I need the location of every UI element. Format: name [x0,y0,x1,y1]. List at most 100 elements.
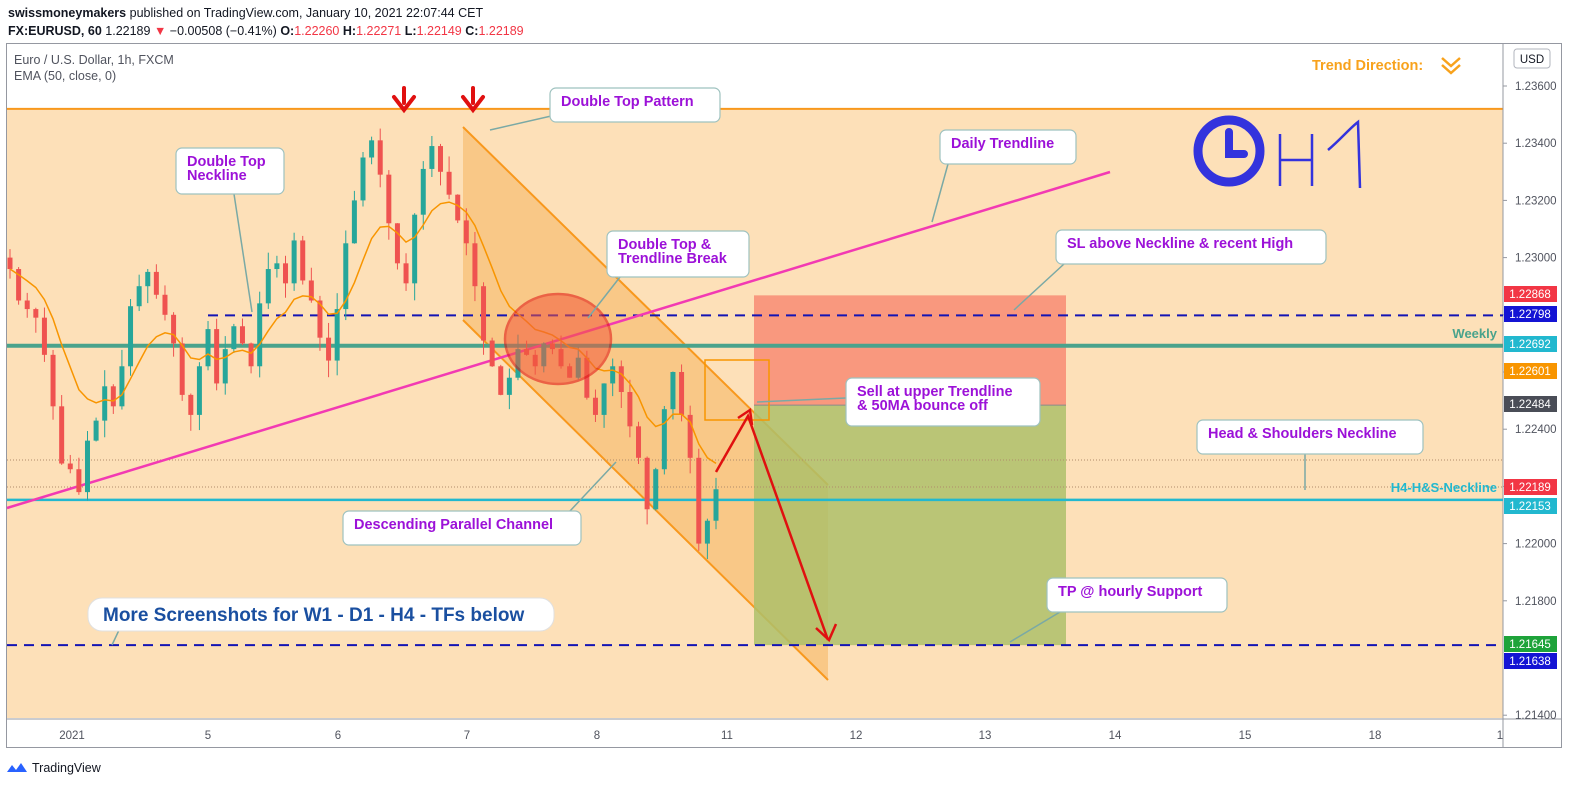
candle-body [33,309,39,318]
high-value: 1.22271 [356,24,402,38]
price-change: −0.00508 (−0.41%) [169,24,277,38]
brand-name[interactable]: TradingView [32,761,101,775]
y-tick-label: 1.23200 [1515,195,1557,207]
price-label-bg [1504,498,1557,514]
price-label-bg [1504,653,1557,669]
candle-body [661,409,667,470]
candle-body [360,157,366,201]
currency-badge [1513,48,1551,69]
price-label-bg [1504,363,1557,379]
callout-hs-neckline: Head & Shoulders Neckline [1196,419,1424,490]
callout-box [845,377,1041,427]
y-tick-label: 1.23400 [1515,138,1557,150]
callout-box [175,147,285,195]
candle-body [7,257,13,270]
candle-body [334,309,340,361]
candle-body [205,329,211,367]
x-tick-label: 5 [205,730,211,742]
price-label-text: 1.21638 [1509,656,1551,668]
candle-body [136,286,142,307]
callout-text: Double Top Pattern [561,94,694,110]
candle-body [377,140,383,175]
x-tick-label: 7 [464,730,470,742]
candle-body [343,243,349,310]
callout-box [342,510,582,546]
callout-text: Trendline Break [618,251,728,267]
x-tick-label: 2021 [59,730,85,742]
candle-body [179,343,185,395]
chart-frame[interactable] [6,43,1562,748]
candle-body [16,269,22,301]
candle-body [610,366,616,384]
callout-pointer [1009,611,1061,643]
candle-body [50,354,56,407]
candle-body [291,240,297,284]
price-label-bg [1504,336,1557,352]
x-tick-label: 11 [721,730,733,742]
callout-text: & 50MA bounce off [857,398,988,414]
candle-body [308,280,314,301]
author-name[interactable]: swissmoneymakers [8,6,127,20]
candle-body [463,220,469,244]
candle-body [274,263,280,270]
chart-legend: Euro / U.S. Dollar, 1h, FXCM EMA (50, cl… [14,52,174,84]
price-label-bg [1504,306,1557,322]
candle-body [351,200,357,244]
tradingview-logo-icon[interactable] [6,761,28,775]
trade-path-arrowhead-down [815,623,838,643]
y-tick-label: 1.22400 [1515,424,1557,436]
low-value: 1.22149 [416,24,462,38]
indicator-title[interactable]: EMA (50, close, 0) [14,69,117,83]
callout-trendline-break: Double Top &Trendline Break [587,230,750,319]
clock-hands [1225,128,1248,158]
callout-text: Sell at upper Trendline [857,384,1013,400]
candle-body [84,440,90,493]
candle-body [196,366,202,415]
currency-label: USD [1520,54,1544,66]
last-price: 1.22189 [105,24,151,38]
candle-body [420,168,426,215]
instrument-title[interactable]: Euro / U.S. Dollar, 1h, FXCM [14,53,174,67]
candle-body [369,140,375,158]
callout-pointer [569,461,617,512]
candle-body [76,469,82,493]
low-label: L: [404,24,417,38]
entry-box [704,359,770,421]
double-top-arrow-right [461,86,485,114]
callout-tp: TP @ hourly Support [1009,577,1228,643]
x-tick-label: 1 [1497,730,1503,742]
callout-text: SL above Neckline & recent High [1067,236,1293,252]
callout-text: Head & Shoulders Neckline [1208,426,1397,442]
price-label-text: 1.22189 [1509,482,1551,494]
candle-body [429,146,435,169]
candle-body [679,372,685,415]
callout-text: Descending Parallel Channel [354,517,553,533]
price-label: 1.22601 [1504,363,1557,379]
callout-daily-trendline: Daily Trendline [931,129,1077,223]
callout-text: Double Top & [618,237,712,253]
price-label: 1.22189 [1504,479,1557,495]
price-label-text: 1.22153 [1509,501,1551,513]
candle-body [394,223,400,264]
candle-body [239,326,245,344]
candle-body [644,457,650,510]
callout-box [939,129,1077,165]
callout-double-top: Double Top Pattern [489,87,721,131]
callout-text: Daily Trendline [951,136,1054,152]
candle-body [248,343,254,367]
callout-pointer [931,163,949,223]
candle-body [506,377,512,395]
clock-icon [1193,115,1265,187]
candle-body [326,337,332,361]
weekly-label: Weekly [1452,326,1497,341]
price-label-text: 1.22692 [1509,339,1551,351]
candle-body [265,269,271,304]
x-tick-label: 15 [1239,730,1252,742]
callout-text: Double Top [187,154,266,170]
callout-pointer [1013,263,1065,311]
x-tick-label: 12 [850,730,863,742]
candle-body [696,457,702,544]
candle-body [636,426,642,458]
candle-body [412,214,418,284]
